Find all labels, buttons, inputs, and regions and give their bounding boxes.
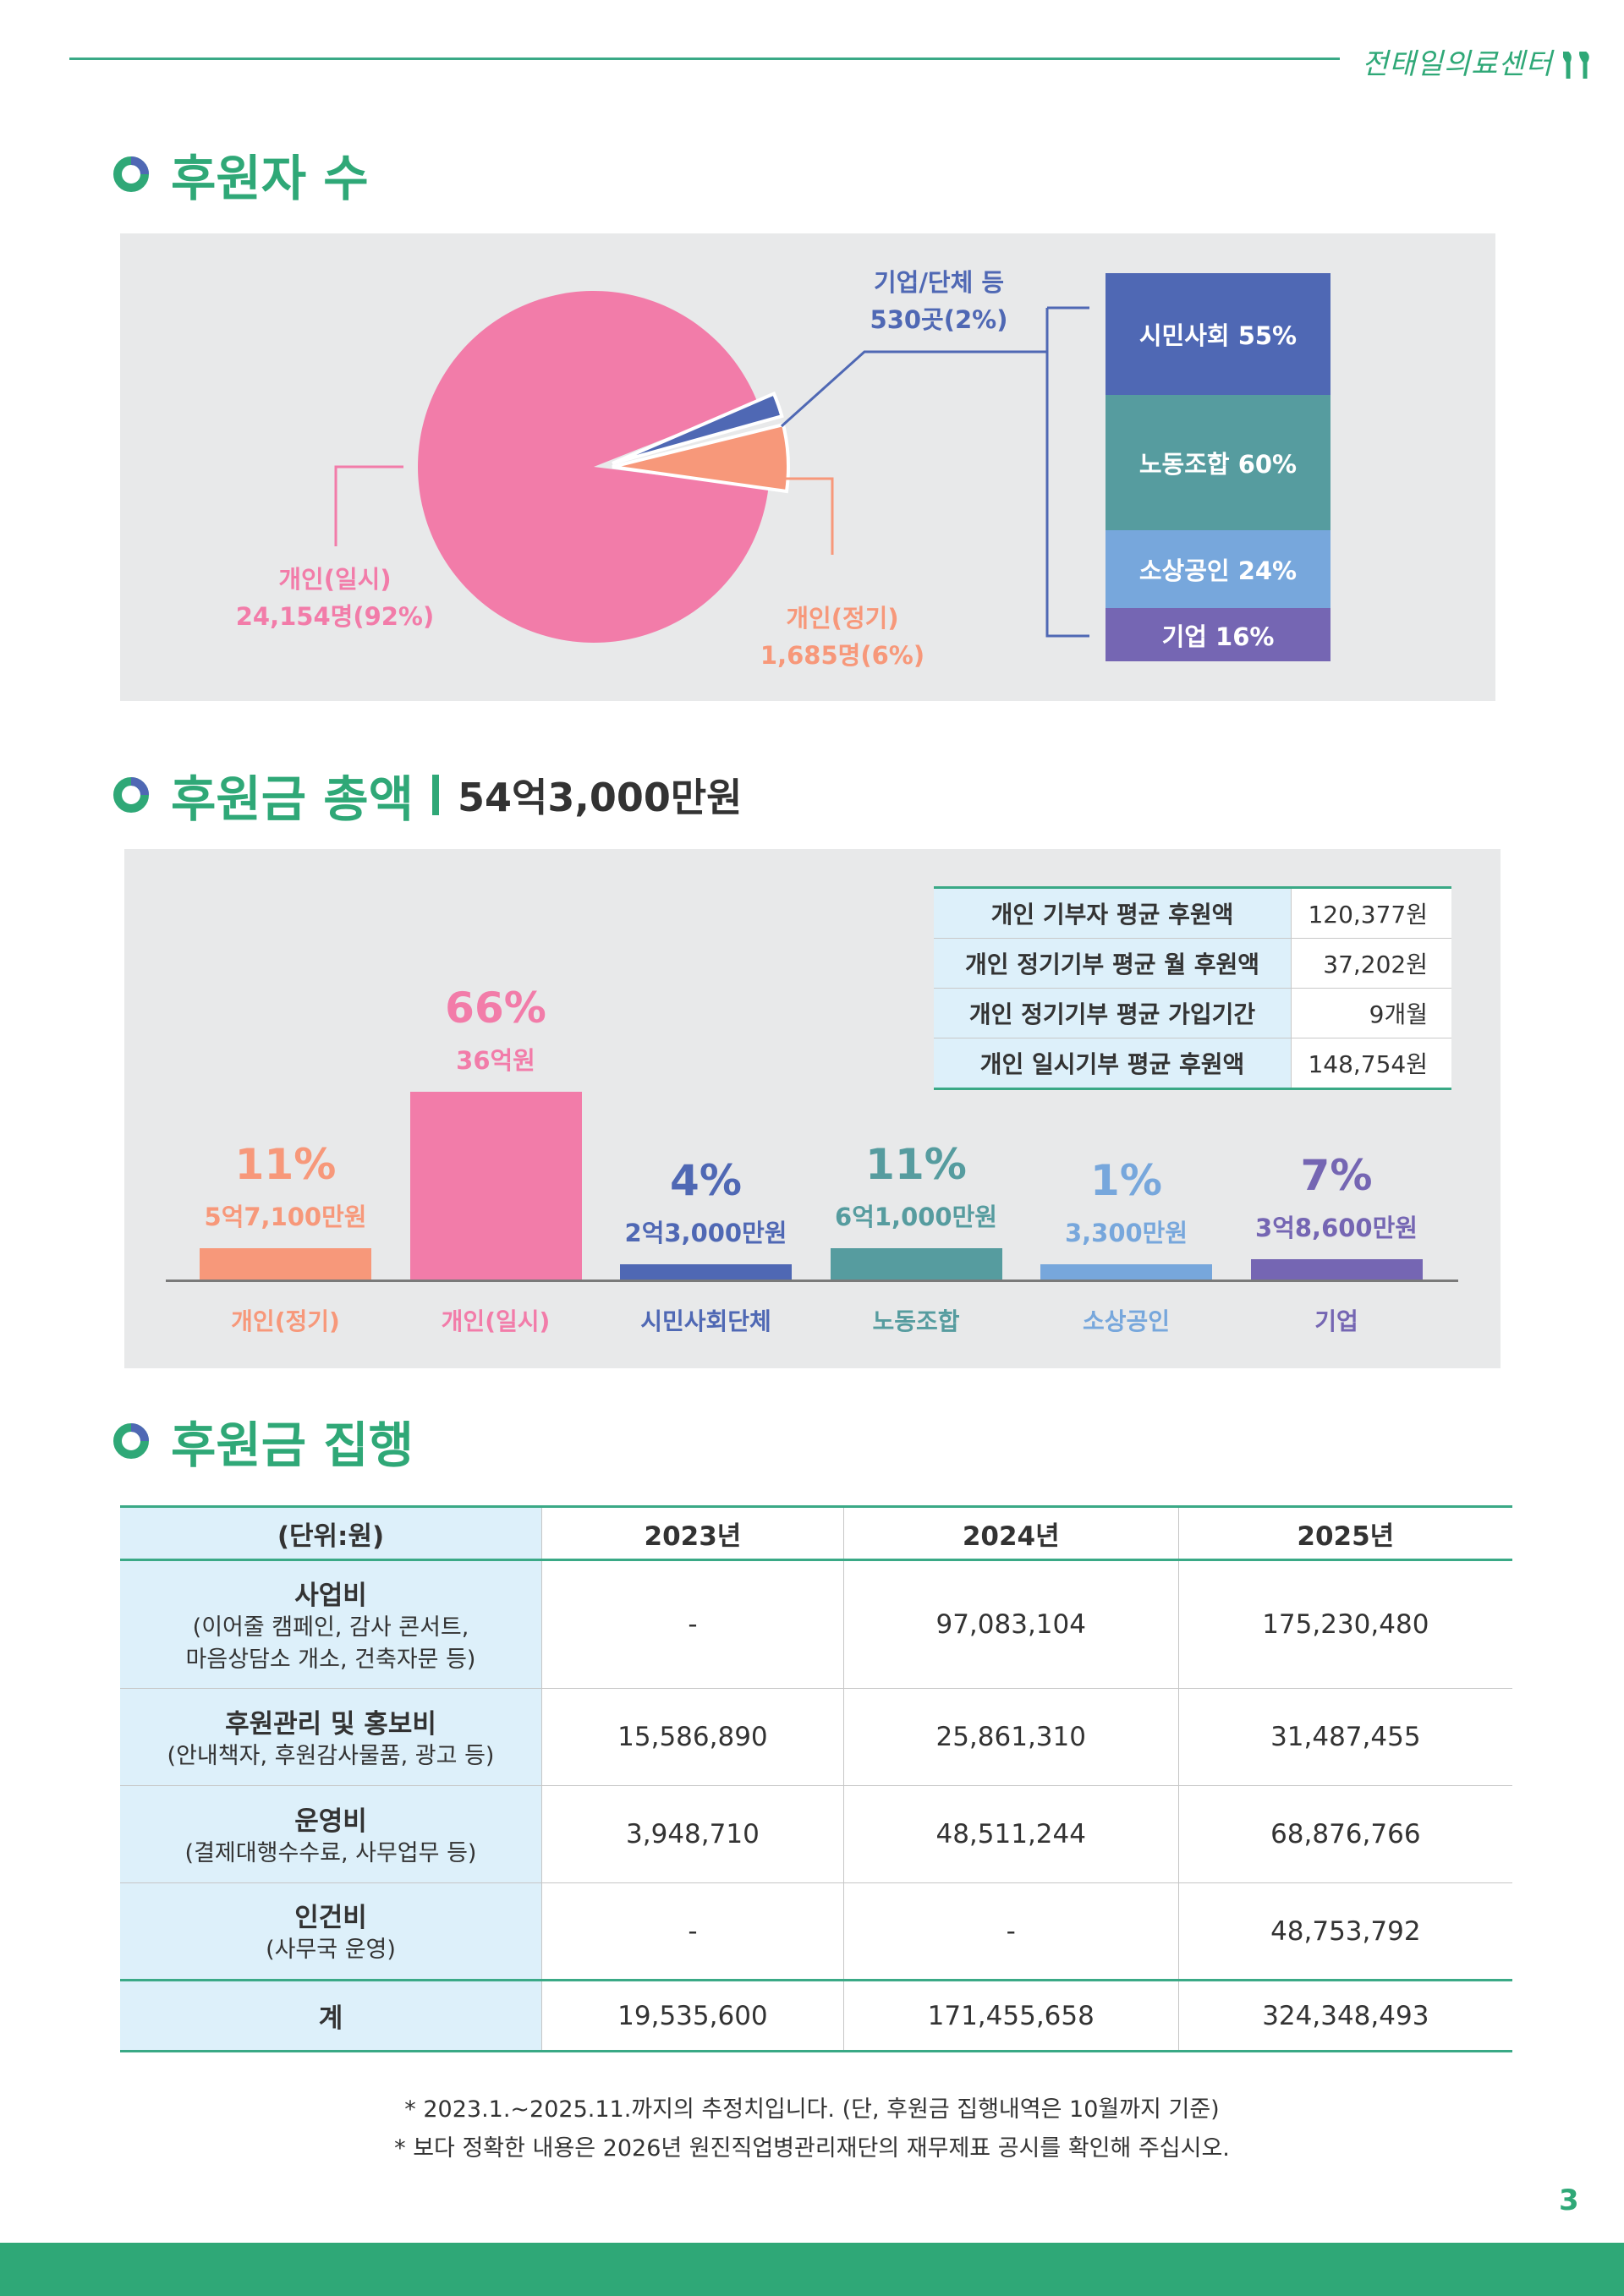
leader-line-org [780, 350, 1047, 428]
footnote-2: * 보다 정확한 내용은 2026년 원진직업병관리재단의 재무제표 공시를 확… [394, 2135, 1230, 2162]
row-label-personnel: 인건비 (사무국 운영) [120, 1882, 542, 1981]
average-value: 120,377원 [1291, 886, 1451, 939]
header-2025: 2025년 [1177, 1505, 1512, 1561]
average-value: 148,754원 [1291, 1038, 1451, 1090]
label-individual-regular: 개인(정기) 1,685명(6%) [760, 604, 925, 670]
average-label: 개인 정기기부 평균 월 후원액 [934, 938, 1292, 989]
cell: 3,948,710 [541, 1785, 844, 1883]
section-title-total: 후원금 총액 54억3,000만원 [113, 759, 742, 830]
footnote-1: * 2023.1.~2025.11.까지의 추정치입니다. (단, 후원금 집행… [404, 2096, 1220, 2123]
cell: 68,876,766 [1177, 1785, 1512, 1883]
average-label: 개인 기부자 평균 후원액 [934, 886, 1292, 939]
header-2024: 2024년 [842, 1505, 1179, 1561]
footer-band [0, 2243, 1624, 2296]
total-amount: 54억3,000만원 [458, 775, 743, 820]
average-value: 9개월 [1291, 988, 1451, 1038]
cell: 15,586,890 [541, 1688, 844, 1786]
average-value: 37,202원 [1291, 938, 1451, 989]
table-total-row: 계 19,535,600 171,455,658 324,348,493 [120, 1979, 1512, 2052]
pie-slice-org [612, 391, 784, 465]
cell: - [541, 1559, 844, 1689]
cell: 97,083,104 [842, 1559, 1179, 1689]
average-table: 개인 기부자 평균 후원액 120,377원 개인 정기기부 평균 월 후원액 37,… [934, 886, 1451, 1090]
table-row: 사업비 (이어줄 캠페인, 감사 콘서트, 마음상담소 개소, 건축자문 등) … [120, 1559, 1512, 1689]
row-label-business: 사업비 (이어줄 캠페인, 감사 콘서트, 마음상담소 개소, 건축자문 등) [120, 1559, 542, 1689]
cell: - [541, 1882, 844, 1981]
logo-text: 전태일의료센터 [1362, 47, 1553, 81]
stack-civil-society: 시민사회 55% [1106, 273, 1330, 395]
average-table-row: 개인 일시기부 평균 후원액 148,754원 [934, 1038, 1451, 1090]
average-label: 개인 일시기부 평균 후원액 [934, 1038, 1292, 1090]
pie-slice-individual-once [418, 291, 769, 644]
section-title-execution: 후원금 집행 [113, 1406, 414, 1477]
cell: 324,348,493 [1177, 1979, 1512, 2052]
average-table-row: 개인 정기기부 평균 월 후원액 37,202원 [934, 938, 1451, 989]
bracket-line [1045, 308, 1089, 638]
cell: 171,455,658 [842, 1979, 1179, 2052]
average-table-row: 개인 정기기부 평균 가입기간 9개월 [934, 988, 1451, 1038]
table-header-row: (단위:원) 2023년 2024년 2025년 [120, 1505, 1512, 1561]
section-title-donors: 후원자 수 [113, 139, 369, 210]
row-label-total: 계 [120, 1979, 542, 2052]
cell: 48,511,244 [842, 1785, 1179, 1883]
cell: 48,753,792 [1177, 1882, 1512, 1981]
stack-small-business: 소상공인 24% [1106, 530, 1330, 608]
label-individual-once: 개인(일시) 24,154명(92%) [235, 565, 435, 631]
table-row: 운영비 (결제대행수수료, 사무업무 등) 3,948,710 48,511,2… [120, 1785, 1512, 1883]
leader-line-once [334, 465, 403, 546]
title-divider [432, 775, 439, 815]
stack-labor-union: 노동조합 60% [1106, 395, 1330, 530]
row-label-promo: 후원관리 및 홍보비 (안내책자, 후원감사물품, 광고 등) [120, 1688, 542, 1786]
section-title-text: 후원금 집행 [171, 1417, 414, 1474]
cell: - [842, 1882, 1179, 1981]
stack-company: 기업 16% [1106, 608, 1330, 661]
header-2023: 2023년 [541, 1505, 844, 1561]
ring-icon [113, 777, 149, 813]
average-table-row: 개인 기부자 평균 후원액 120,377원 [934, 886, 1451, 939]
cell: 175,230,480 [1177, 1559, 1512, 1689]
table-row: 인건비 (사무국 운영) - - 48,753,792 [120, 1882, 1512, 1981]
average-label: 개인 정기기부 평균 가입기간 [934, 988, 1292, 1038]
page-number: 3 [1559, 2184, 1579, 2217]
ring-icon [113, 1423, 149, 1459]
section-title-text: 후원자 수 [171, 150, 369, 207]
row-label-operation: 운영비 (결제대행수수료, 사무업무 등) [120, 1785, 542, 1883]
donor-pie-chart [334, 291, 1089, 644]
header-unit: (단위:원) [120, 1505, 542, 1561]
cell: 19,535,600 [541, 1979, 844, 2052]
cell: 25,861,310 [842, 1688, 1179, 1786]
center-logo: 전태일의료센터 [1362, 41, 1594, 82]
table-row: 후원관리 및 홍보비 (안내책자, 후원감사물품, 광고 등) 15,586,8… [120, 1688, 1512, 1786]
org-breakdown-stack: 시민사회 55% 노동조합 60% 소상공인 24% 기업 16% [1106, 273, 1330, 661]
cell: 31,487,455 [1177, 1688, 1512, 1786]
header-rule [69, 58, 1340, 60]
leader-line-regular [780, 477, 834, 555]
execution-table: (단위:원) 2023년 2024년 2025년 사업비 (이어줄 캠페인, 감… [120, 1505, 1512, 2052]
section-title-text: 후원금 총액 [171, 770, 414, 828]
sprout-icon [1561, 48, 1589, 79]
ring-icon [113, 156, 149, 192]
label-org: 기업/단체 등 530곳(2%) [870, 268, 1008, 334]
